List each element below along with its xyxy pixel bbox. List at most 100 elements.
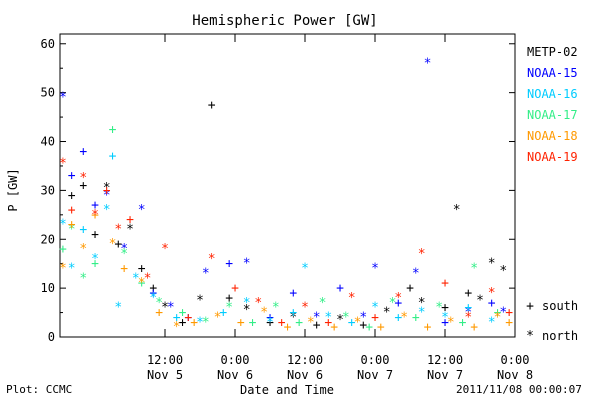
data-point-noaa-16: * (441, 310, 449, 325)
data-point-noaa-18: + (120, 262, 128, 277)
data-point-noaa-15: * (313, 310, 321, 325)
data-point-noaa-19: + (126, 213, 134, 228)
data-point-noaa-18: * (354, 315, 362, 330)
data-point-noaa-16: + (464, 301, 472, 316)
marker-legend-label: south (542, 299, 578, 313)
data-point-noaa-17: * (470, 262, 478, 277)
data-point-metp-02: + (464, 286, 472, 301)
data-point-metp-02: * (383, 306, 391, 321)
data-point-noaa-17: + (109, 122, 117, 137)
data-point-noaa-15: + (289, 286, 297, 301)
marker-legend-symbol: + (526, 299, 534, 314)
data-point-noaa-15: + (79, 144, 87, 159)
footer-credit: Plot: CCMC (6, 383, 73, 396)
data-point-noaa-19: * (161, 242, 169, 257)
x-axis-label: Date and Time (240, 383, 334, 397)
data-point-metp-02: + (68, 188, 76, 203)
data-point-metp-02: * (126, 222, 134, 237)
x-tick-label-date: Nov 7 (427, 368, 463, 382)
data-point-noaa-19: + (278, 315, 286, 330)
data-point-metp-02: * (476, 293, 484, 308)
data-point-noaa-18: * (59, 262, 67, 277)
data-point-noaa-16: * (301, 262, 309, 277)
data-point-metp-02: + (91, 227, 99, 242)
data-point-noaa-18: * (307, 315, 315, 330)
data-point-noaa-17: * (272, 301, 280, 316)
data-points: +++*+*++*+*++*+ * + * +*+* +*+ ** **+++***+*+*+… (59, 56, 513, 335)
data-point-noaa-15: * (412, 266, 420, 281)
data-point-noaa-15: * (202, 266, 210, 281)
data-point-noaa-15: + (441, 315, 449, 330)
data-point-metp-02: * (161, 301, 169, 316)
data-point-noaa-15: + (336, 281, 344, 296)
y-tick-label: 10 (41, 281, 55, 295)
data-point-metp-02: * (336, 313, 344, 328)
data-point-noaa-16: * (103, 203, 111, 218)
data-point-noaa-16: * (243, 296, 251, 311)
data-point-noaa-18: * (173, 320, 181, 335)
data-point-noaa-16: * (196, 315, 204, 330)
data-point-noaa-16: * (371, 301, 379, 316)
marker-legend-symbol: * (526, 329, 534, 344)
x-tick-label-date: Nov 7 (357, 368, 393, 382)
data-point-noaa-18: * (214, 310, 222, 325)
data-point-noaa-16: + (394, 310, 402, 325)
data-point-noaa-19: * (394, 291, 402, 306)
y-axis-label: P [GW] (6, 168, 20, 211)
data-point-noaa-16: + (219, 306, 227, 321)
data-point-noaa-15: + (394, 296, 402, 311)
data-point-noaa-15: * (359, 310, 367, 325)
data-point-noaa-17: * (120, 247, 128, 262)
data-point-noaa-19: + (371, 310, 379, 325)
data-point-metp-02: * (103, 181, 111, 196)
data-point-noaa-15: + (149, 286, 157, 301)
legend: METP-02 NOAA-15 NOAA-16 NOAA-17 NOAA-18 NOAA-… (527, 45, 578, 164)
data-point-noaa-19: * (144, 271, 152, 286)
data-point-metp-02: + (225, 291, 233, 306)
data-point-noaa-17: + (249, 315, 257, 330)
data-point-metp-02: + (79, 179, 87, 194)
data-point-noaa-18: * (109, 237, 117, 252)
y-tick-label: 50 (41, 86, 55, 100)
x-tick-label-date: Nov 6 (287, 368, 323, 382)
data-point-noaa-16: * (266, 315, 274, 330)
data-point-metp-02: * (289, 310, 297, 325)
data-point-noaa-15: * (499, 306, 507, 321)
data-point-noaa-17: * (225, 301, 233, 316)
data-point-noaa-17: + (59, 242, 67, 257)
data-point-noaa-18: * (79, 242, 87, 257)
data-point-noaa-15: * (424, 56, 432, 71)
x-tick-label-time: 12:00 (427, 353, 463, 367)
data-point-noaa-16: + (348, 315, 356, 330)
data-point-noaa-17: * (155, 296, 163, 311)
legend-entry: NOAA-15 (527, 66, 578, 80)
x-tick-label-date: Nov 8 (497, 368, 533, 382)
data-point-noaa-16: + (79, 222, 87, 237)
data-point-noaa-18: + (377, 320, 385, 335)
data-point-noaa-18: + (68, 218, 76, 233)
data-point-noaa-19: * (464, 310, 472, 325)
data-point-noaa-18: + (470, 320, 478, 335)
data-point-noaa-16: * (324, 310, 332, 325)
data-point-noaa-18: + (284, 320, 292, 335)
marker-legend: + south * north (526, 299, 578, 344)
data-point-noaa-17: + (138, 276, 146, 291)
data-point-noaa-15: + (184, 310, 192, 325)
data-point-noaa-18: * (400, 310, 408, 325)
x-tick-label-time: 0:00 (501, 353, 530, 367)
data-point-noaa-15: * (243, 257, 251, 272)
data-point-metp-02: + (313, 318, 321, 333)
data-point-noaa-16: * (488, 315, 496, 330)
x-tick-label-time: 0:00 (221, 353, 250, 367)
data-point-metp-02: * (243, 303, 251, 318)
legend-entry: METP-02 (527, 45, 578, 59)
data-point-noaa-15: * (103, 188, 111, 203)
y-tick-label: 40 (41, 135, 55, 149)
data-point-noaa-17: + (412, 310, 420, 325)
data-point-noaa-18: + (190, 315, 198, 330)
data-point-noaa-16: * (91, 252, 99, 267)
data-point-noaa-17: * (79, 271, 87, 286)
data-point-noaa-15: * (138, 203, 146, 218)
data-point-noaa-17: * (389, 296, 397, 311)
data-point-noaa-17: * (342, 310, 350, 325)
